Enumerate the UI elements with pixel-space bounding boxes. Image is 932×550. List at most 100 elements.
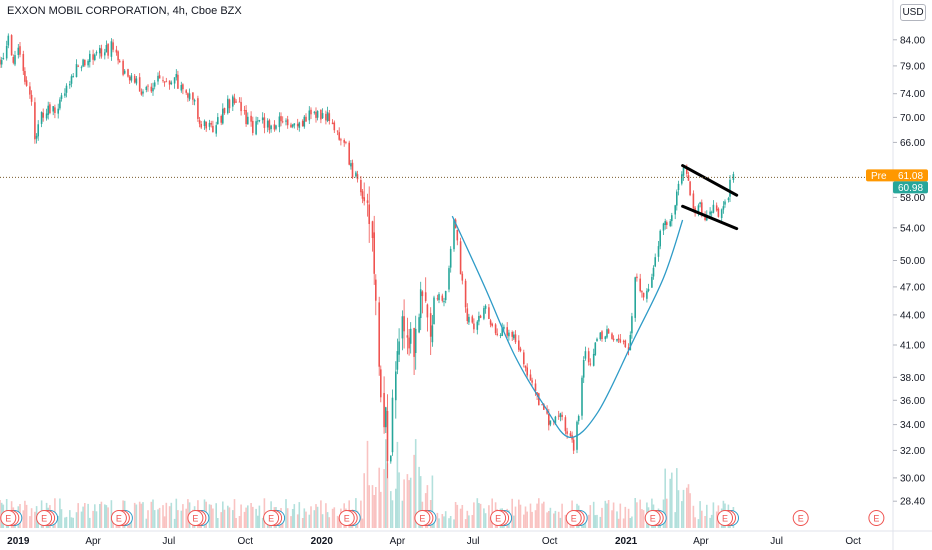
candle	[391, 397, 394, 453]
volume-bar	[529, 503, 532, 528]
volume-bar	[177, 510, 179, 528]
y-tick-label: 50.00	[900, 256, 925, 267]
candle	[627, 347, 630, 351]
earnings-marker[interactable]: E	[717, 510, 739, 526]
earnings-marker[interactable]: E	[792, 510, 809, 526]
volume-bar	[140, 503, 143, 528]
candle	[110, 41, 113, 57]
candle	[704, 214, 706, 220]
candle	[692, 193, 695, 209]
earnings-marker[interactable]: E	[565, 510, 588, 526]
candle	[501, 327, 503, 336]
volume-bar	[689, 493, 691, 528]
candle	[587, 351, 590, 363]
candle	[541, 404, 543, 406]
volume-bar	[617, 518, 620, 528]
candle	[343, 140, 345, 143]
earnings-marker[interactable]: E	[338, 510, 361, 526]
volume-bar	[245, 507, 247, 528]
volume-bar	[409, 477, 412, 528]
volume-bar	[514, 506, 517, 528]
candle	[238, 101, 241, 103]
volume-bar	[308, 514, 311, 528]
candle	[89, 53, 91, 63]
volume-bar	[464, 519, 467, 528]
volume-bar	[686, 487, 688, 528]
volume-bar	[436, 512, 439, 528]
volume-bar	[89, 517, 91, 528]
volume-bar	[296, 514, 299, 528]
volume-bar	[303, 508, 306, 528]
volume-bar	[293, 504, 296, 528]
y-tick-label: 66.00	[900, 138, 925, 149]
earnings-marker[interactable]: E	[187, 510, 210, 526]
candle	[727, 198, 730, 200]
candle	[305, 116, 307, 122]
volume-bar	[286, 508, 289, 528]
volume-bar	[611, 510, 613, 528]
volume-bar	[301, 518, 304, 528]
earnings-marker[interactable]: E	[110, 510, 133, 526]
earnings-marker[interactable]: E	[490, 510, 513, 526]
volume-bar	[536, 503, 538, 528]
candle	[599, 332, 602, 340]
candle	[366, 200, 369, 203]
candle	[464, 280, 467, 308]
candle	[215, 125, 217, 134]
candle	[612, 338, 615, 341]
candle	[266, 120, 269, 128]
x-tick-label: Jul	[770, 536, 783, 547]
candle	[2, 58, 5, 60]
candle	[651, 277, 653, 288]
volume-bar	[228, 507, 231, 528]
volume-bar	[438, 518, 440, 528]
volume-bar	[599, 516, 602, 528]
volume-bar	[676, 468, 678, 528]
candle	[499, 335, 502, 336]
volume-bar	[0, 500, 1, 528]
candle	[724, 201, 726, 205]
volume-bar	[543, 501, 545, 528]
candle	[328, 113, 331, 121]
earnings-marker[interactable]: E	[644, 510, 667, 526]
candle	[677, 183, 680, 190]
candle	[662, 223, 665, 231]
candle	[177, 74, 179, 89]
volume-bar	[252, 506, 254, 528]
volume-bar	[524, 506, 527, 528]
candle	[321, 113, 324, 119]
volume-bar	[210, 504, 212, 528]
currency-button[interactable]: USD	[900, 4, 926, 21]
candle	[35, 135, 38, 139]
candle	[145, 86, 148, 90]
candle	[212, 125, 214, 132]
volume-bar	[291, 509, 294, 528]
volume-bar	[385, 439, 387, 528]
candle	[40, 112, 43, 124]
volume-bar	[694, 517, 696, 528]
candle	[10, 35, 13, 56]
volume-bar	[104, 504, 106, 528]
candle	[187, 93, 189, 98]
candle	[710, 212, 713, 214]
earnings-marker[interactable]: E	[0, 510, 23, 526]
volume-bar	[448, 518, 450, 528]
volume-bar	[715, 511, 718, 528]
candle	[175, 74, 178, 78]
earnings-marker[interactable]: E	[36, 510, 59, 526]
volume-bar	[706, 504, 708, 528]
volume-bar	[305, 511, 307, 528]
candle	[37, 124, 39, 137]
candle	[511, 332, 513, 337]
earnings-marker[interactable]: E	[263, 510, 286, 526]
volume-bar	[624, 506, 627, 528]
candle	[564, 417, 567, 432]
earnings-marker[interactable]: E	[868, 510, 885, 526]
candle	[429, 313, 432, 337]
volume-bar	[25, 504, 28, 528]
volume-bar	[72, 517, 74, 528]
earnings-marker[interactable]: E	[414, 510, 437, 526]
